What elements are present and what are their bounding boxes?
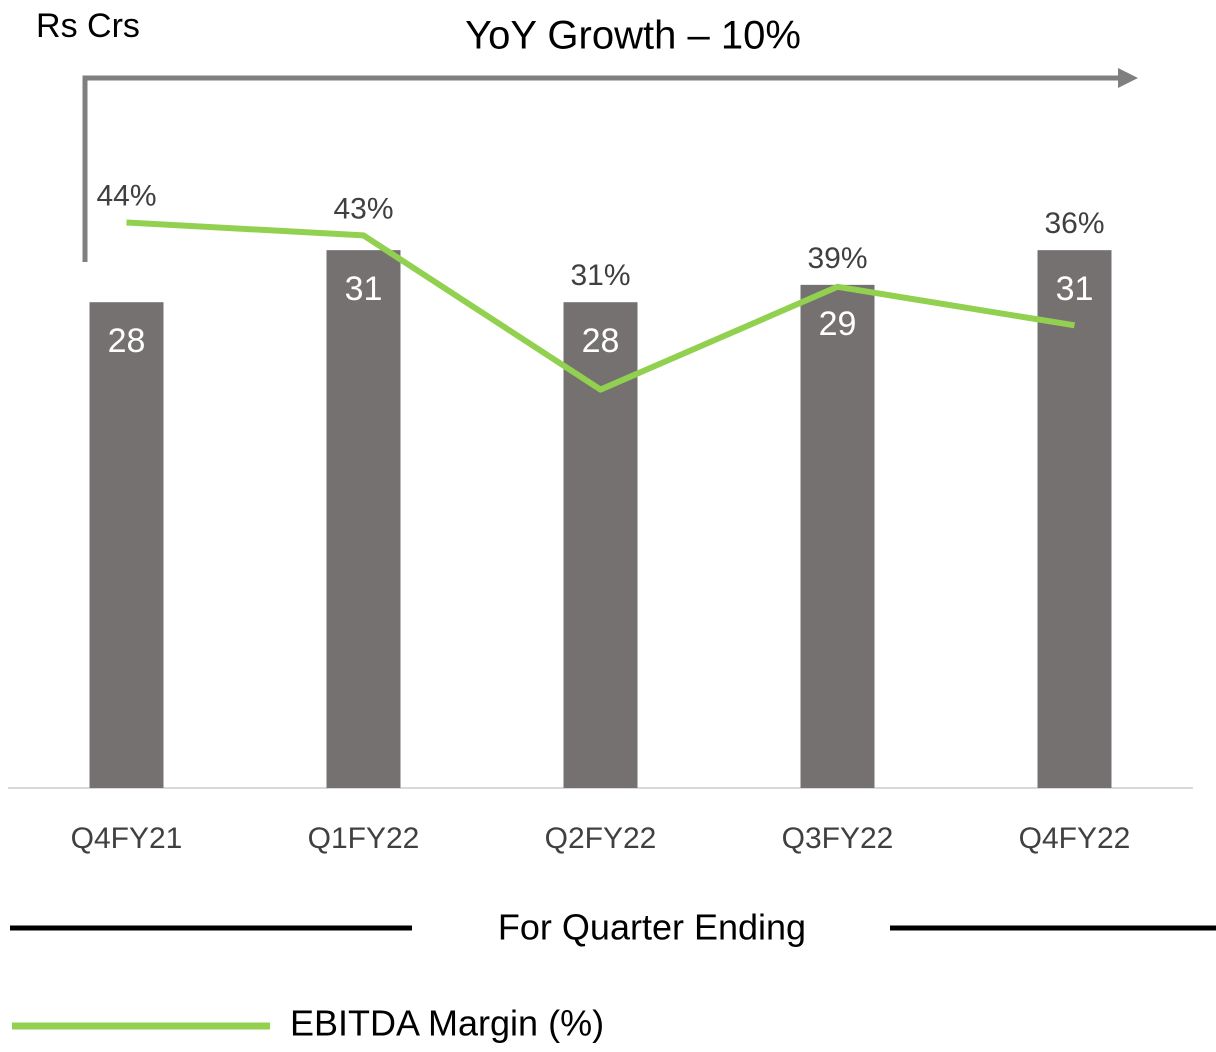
bar-value-label: 29 [819, 305, 857, 343]
bar [326, 250, 401, 788]
legend-label: EBITDA Margin (%) [290, 1003, 604, 1044]
bar [800, 284, 875, 788]
line-value-label: 31% [570, 259, 630, 292]
x-axis-label: For Quarter Ending [498, 907, 806, 948]
line-value-label: 36% [1044, 207, 1104, 240]
bar-value-label: 28 [582, 322, 620, 360]
y-axis-label: Rs Crs [36, 7, 140, 45]
chart-title: YoY Growth – 10% [465, 14, 801, 58]
x-tick-label: Q3FY22 [782, 822, 894, 855]
line-value-label: 39% [807, 242, 867, 275]
bar [89, 302, 164, 788]
bar-value-label: 28 [108, 322, 146, 360]
line [126, 219, 1075, 393]
bar-value-label: 31 [345, 270, 383, 308]
line-value-label: 43% [333, 192, 393, 225]
x-tick-label: Q4FY22 [1019, 822, 1131, 855]
bar [563, 302, 638, 788]
x-tick-label: Q1FY22 [308, 822, 420, 855]
bar-value-label: 31 [1056, 270, 1094, 308]
arrow-head [1118, 68, 1138, 88]
line-value-label: 44% [96, 179, 156, 212]
x-tick-label: Q4FY21 [71, 822, 183, 855]
growth-arrow [82, 75, 1122, 262]
bar [1037, 250, 1112, 788]
x-tick-label: Q2FY22 [545, 822, 657, 855]
